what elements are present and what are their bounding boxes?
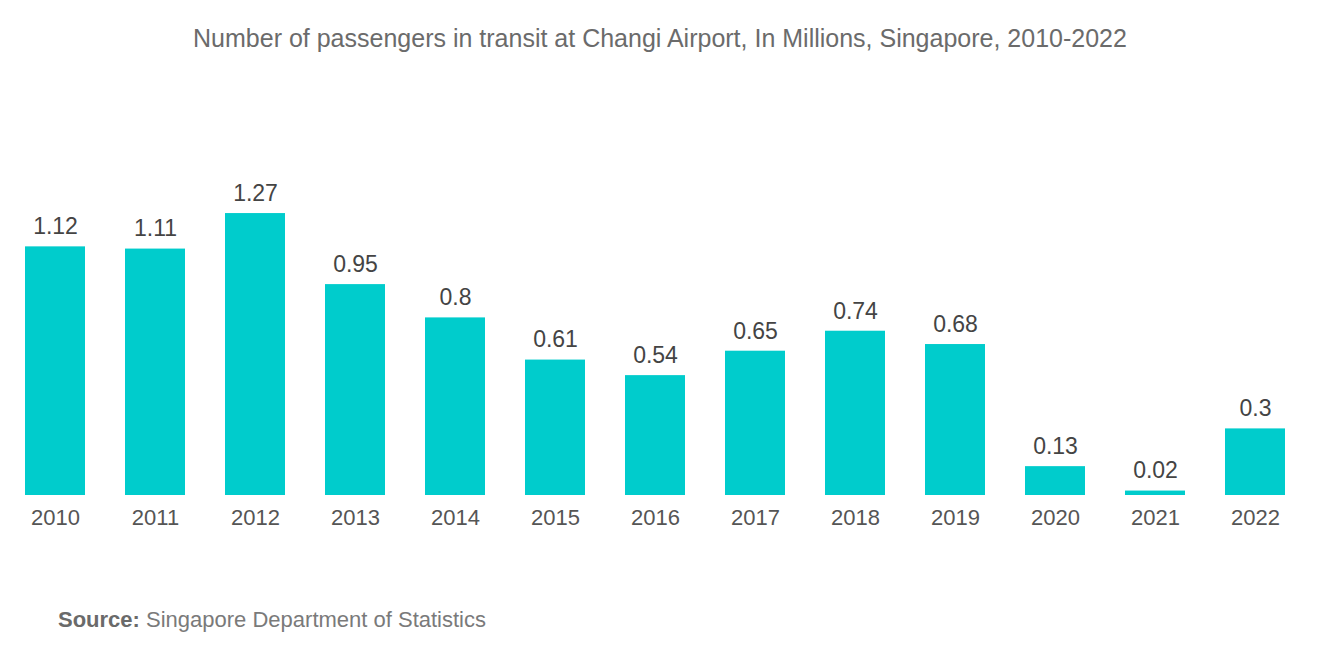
svg-text:1.11: 1.11: [134, 215, 177, 241]
svg-text:2018: 2018: [831, 505, 880, 530]
svg-text:1.12: 1.12: [33, 213, 78, 239]
svg-text:2015: 2015: [531, 505, 580, 530]
svg-text:2013: 2013: [331, 505, 380, 530]
svg-text:0.8: 0.8: [440, 284, 472, 310]
svg-text:0.02: 0.02: [1133, 457, 1178, 483]
html-text:Source: Singapore Department o: Source: Singapore Department of Statisti…: [58, 607, 486, 632]
svg-text:1.27: 1.27: [233, 180, 278, 206]
svg-text:2011: 2011: [132, 505, 179, 530]
svg-text:2021: 2021: [1131, 505, 1180, 530]
svg-text:2014: 2014: [431, 505, 480, 530]
svg-text:0.68: 0.68: [933, 311, 978, 337]
svg-text:2020: 2020: [1031, 505, 1080, 530]
svg-text:2010: 2010: [31, 505, 80, 530]
svg-text:0.74: 0.74: [833, 298, 878, 324]
svg-text:0.61: 0.61: [533, 326, 578, 352]
svg-text:0.65: 0.65: [733, 318, 778, 344]
html-text:Number of passengers in transi: Number of passengers in transit at Chang…: [193, 24, 1127, 52]
svg-text:2017: 2017: [731, 505, 780, 530]
svg-text:2016: 2016: [631, 505, 680, 530]
svg-text:2012: 2012: [231, 505, 280, 530]
svg-text:0.54: 0.54: [633, 342, 678, 368]
svg-text:0.13: 0.13: [1033, 433, 1078, 459]
svg-text:0.3: 0.3: [1240, 395, 1272, 421]
svg-text:2019: 2019: [931, 505, 980, 530]
svg-text:2022: 2022: [1231, 505, 1280, 530]
svg-text:0.95: 0.95: [333, 251, 378, 277]
